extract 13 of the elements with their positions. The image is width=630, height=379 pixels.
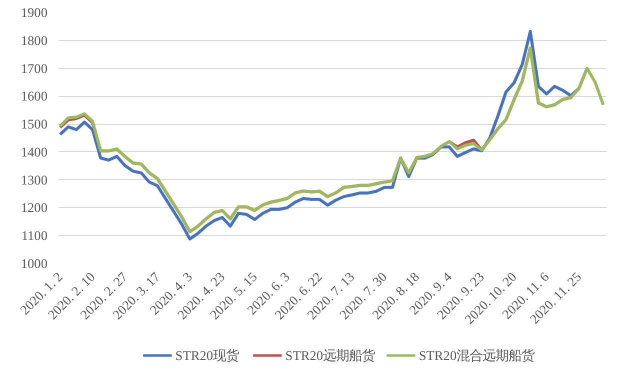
legend-label: STR20远期船货 [285, 348, 376, 363]
y-tick-label: 1600 [20, 88, 48, 104]
y-tick-label: 1400 [20, 144, 48, 160]
y-tick-label: 1900 [20, 5, 48, 20]
y-tick-label: 1200 [20, 200, 48, 216]
y-tick-label: 1100 [21, 228, 48, 244]
y-tick-label: 1800 [20, 32, 48, 48]
legend-label: STR20混合远期船货 [418, 348, 535, 363]
y-tick-label: 1500 [20, 116, 48, 132]
y-tick-label: 1700 [20, 60, 48, 76]
y-tick-label: 1300 [20, 172, 48, 188]
legend-label: STR20现货 [175, 348, 240, 363]
y-tick-label: 1000 [20, 256, 48, 271]
